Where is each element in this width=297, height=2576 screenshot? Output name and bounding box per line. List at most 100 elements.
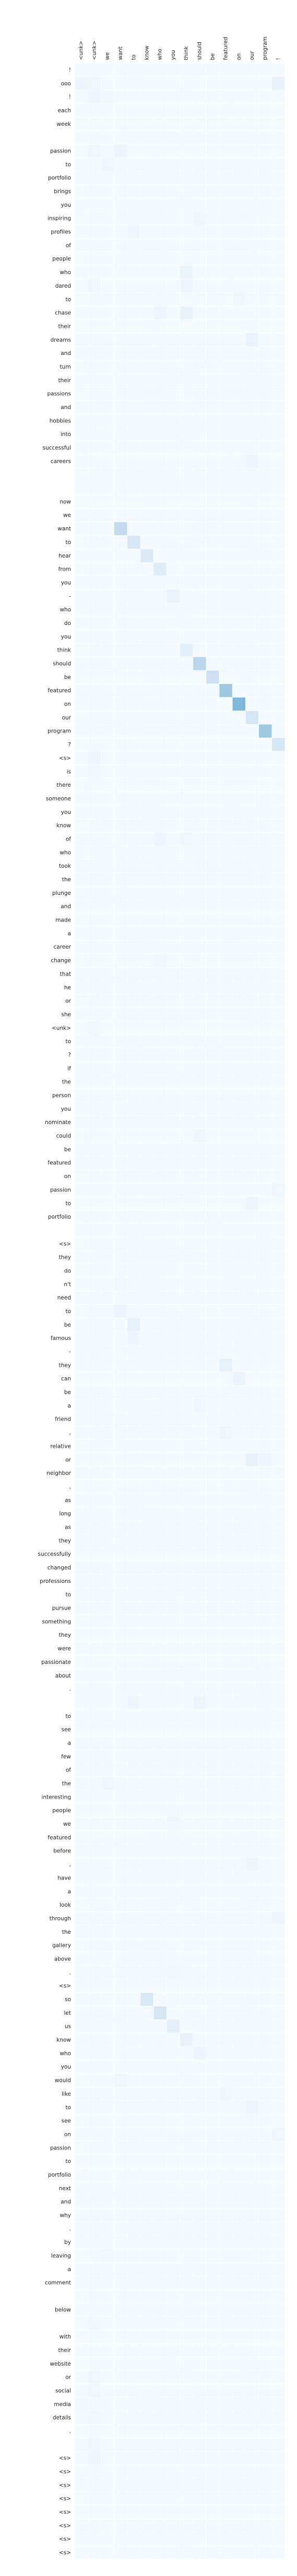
heatmap-cell	[271, 1547, 286, 1561]
heatmap-cell	[232, 2357, 246, 2371]
heatmap-cell	[232, 1533, 246, 1548]
heatmap-cell	[245, 630, 259, 644]
heatmap-cell	[140, 1561, 154, 1575]
heatmap-cell	[180, 252, 193, 266]
heatmap-cell	[114, 1129, 128, 1143]
heatmap-cell	[101, 2505, 114, 2519]
heatmap-cell	[232, 872, 246, 887]
heatmap-cell	[167, 1830, 180, 1845]
heatmap-cell	[271, 224, 286, 239]
heatmap-cell	[219, 1641, 233, 1656]
heatmap-cell	[127, 1669, 141, 1683]
heatmap-cell	[167, 413, 180, 428]
heatmap-cell	[258, 265, 272, 279]
heatmap-cell	[101, 1911, 114, 1925]
heatmap-cell	[101, 184, 114, 198]
heatmap-cell	[193, 1169, 207, 1184]
heatmap-cell	[258, 2505, 272, 2519]
heatmap-cell	[206, 1480, 220, 1494]
heatmap-cell	[74, 373, 88, 387]
heatmap-cell	[245, 2478, 259, 2492]
heatmap-cell	[245, 265, 259, 279]
heatmap-cell	[271, 171, 286, 185]
heatmap-cell	[87, 117, 101, 131]
heatmap-cell	[258, 2316, 272, 2330]
heatmap-cell	[127, 1601, 141, 1615]
heatmap-cell	[153, 238, 167, 253]
heatmap-cell	[219, 643, 233, 657]
heatmap-cell	[258, 2060, 272, 2074]
heatmap-cell	[101, 522, 114, 536]
heatmap-cell	[232, 1750, 246, 1764]
heatmap-cell	[258, 2221, 272, 2236]
heatmap-cell	[271, 1061, 286, 1076]
heatmap-cell	[74, 252, 88, 266]
heatmap-cell	[87, 778, 101, 792]
heatmap-cell	[180, 1088, 193, 1103]
heatmap-cell	[114, 2275, 128, 2290]
heatmap-cell	[245, 1318, 259, 1332]
heatmap-cell	[206, 1911, 220, 1925]
heatmap-cell	[245, 1142, 259, 1156]
heatmap-cell	[180, 994, 193, 1008]
heatmap-cell	[219, 103, 233, 117]
heatmap-cell	[219, 1776, 233, 1791]
heatmap-cell	[167, 1372, 180, 1386]
heatmap-cell	[114, 751, 128, 765]
heatmap-cell	[127, 319, 141, 334]
heatmap-cell	[74, 198, 88, 212]
heatmap-cell	[114, 602, 128, 617]
heatmap-cell	[219, 1533, 233, 1548]
heatmap-cell	[127, 832, 141, 846]
y-tick-label: be	[64, 1322, 71, 1328]
heatmap-cell	[140, 845, 154, 860]
heatmap-cell	[232, 467, 246, 482]
heatmap-cell	[180, 1750, 193, 1764]
heatmap-cell	[271, 333, 286, 347]
heatmap-cell	[127, 1277, 141, 1292]
heatmap-cell	[87, 1614, 101, 1629]
heatmap-cell	[193, 2154, 207, 2168]
heatmap-cell	[153, 441, 167, 455]
heatmap-cell	[101, 1263, 114, 1278]
heatmap-cell	[193, 130, 207, 145]
heatmap-cell	[114, 2343, 128, 2357]
heatmap-cell	[140, 1641, 154, 1656]
heatmap-cell	[87, 1952, 101, 1966]
heatmap-cell	[140, 1439, 154, 1454]
heatmap-cell	[193, 1183, 207, 1197]
heatmap-cell	[206, 1088, 220, 1103]
heatmap-cell	[167, 1952, 180, 1966]
heatmap-cell	[140, 1871, 154, 1885]
heatmap-cell	[245, 413, 259, 428]
y-tick-label: who	[60, 269, 71, 276]
y-tick-label: changed	[47, 1565, 71, 1571]
heatmap-cell	[101, 872, 114, 887]
heatmap-cell	[271, 1871, 286, 1885]
heatmap-cell	[206, 602, 220, 617]
heatmap-cell	[232, 2168, 246, 2182]
heatmap-cell	[114, 1938, 128, 1953]
heatmap-cell	[180, 1817, 193, 1831]
heatmap-cell	[245, 1452, 259, 1467]
y-tick-label: have	[57, 1875, 71, 1881]
heatmap-cell	[219, 1979, 233, 1993]
heatmap-cell	[127, 926, 141, 941]
heatmap-cell	[206, 1074, 220, 1089]
heatmap-cell	[114, 859, 128, 873]
y-tick-label: comment	[45, 2280, 71, 2286]
heatmap-cell	[87, 2343, 101, 2357]
heatmap-cell	[258, 899, 272, 914]
heatmap-cell	[258, 76, 272, 90]
heatmap-cell	[87, 1021, 101, 1035]
heatmap-cell	[140, 1601, 154, 1615]
heatmap-cell	[153, 2194, 167, 2209]
heatmap-cell	[206, 1601, 220, 1615]
heatmap-cell	[219, 1318, 233, 1332]
heatmap-cell	[258, 602, 272, 617]
heatmap-cell	[271, 2275, 286, 2290]
heatmap-cell	[232, 2410, 246, 2425]
heatmap-cell	[245, 711, 259, 725]
heatmap-cell	[258, 2451, 272, 2465]
heatmap-cell	[206, 90, 220, 104]
